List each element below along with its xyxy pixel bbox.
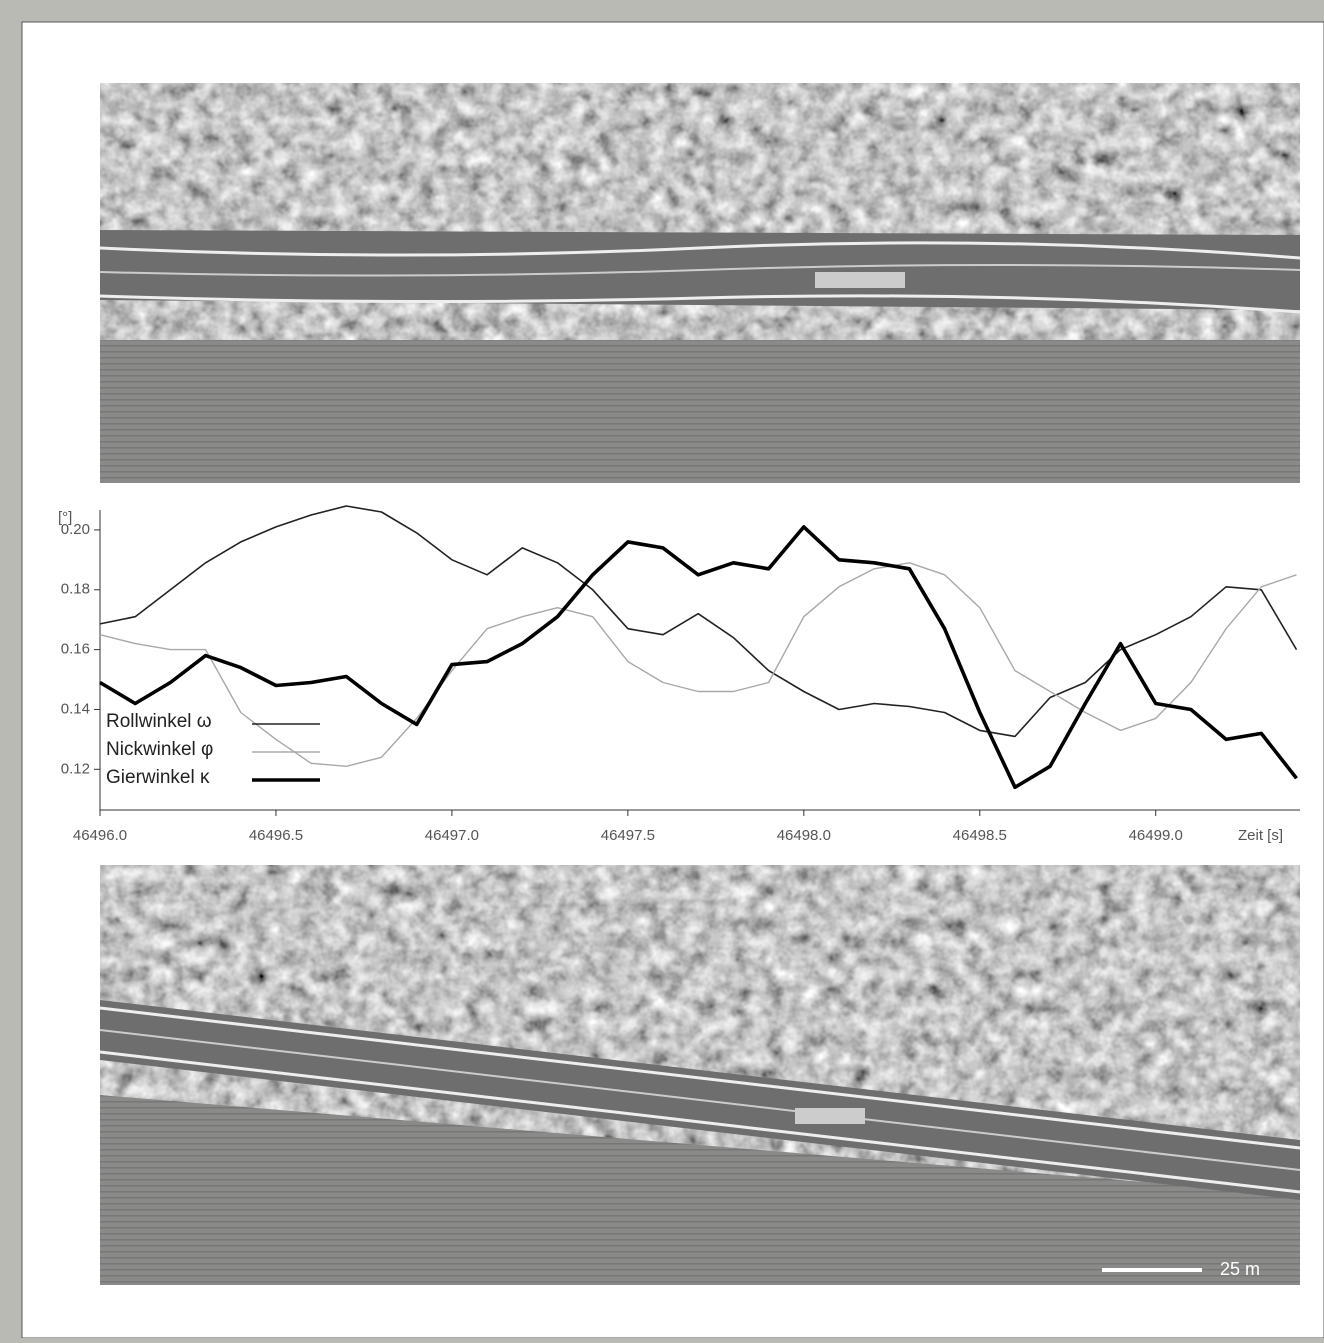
y-tick-label: 0.14	[61, 700, 90, 717]
figure: 25 m [°] Zeit [s] 0.120.140.160.180.2046…	[0, 0, 1324, 1338]
scale-label: 25 m	[1220, 1259, 1260, 1279]
page: 25 m [°] Zeit [s] 0.120.140.160.180.2046…	[0, 0, 1324, 1338]
legend-label: Gierwinkel κ	[106, 767, 210, 788]
x-axis-label: Zeit [s]	[1238, 827, 1283, 844]
y-tick-label: 0.18	[61, 581, 90, 598]
y-tick-label: 0.16	[61, 641, 90, 658]
y-tick-label: 0.12	[61, 760, 90, 777]
x-tick-label: 46496.5	[249, 827, 303, 844]
x-tick-label: 46498.0	[777, 827, 831, 844]
x-tick-label: 46498.5	[953, 827, 1007, 844]
y-tick-label: 0.20	[61, 521, 90, 538]
x-tick-label: 46497.0	[425, 827, 479, 844]
x-tick-label: 46499.0	[1129, 827, 1183, 844]
x-tick-label: 46496.0	[73, 827, 127, 844]
aerial-image-top	[100, 83, 1300, 483]
legend-label: Rollwinkel ω	[106, 711, 212, 732]
aerial-image-bottom: 25 m	[100, 865, 1300, 1285]
x-tick-label: 46497.5	[601, 827, 655, 844]
legend-label: Nickwinkel φ	[106, 739, 213, 760]
